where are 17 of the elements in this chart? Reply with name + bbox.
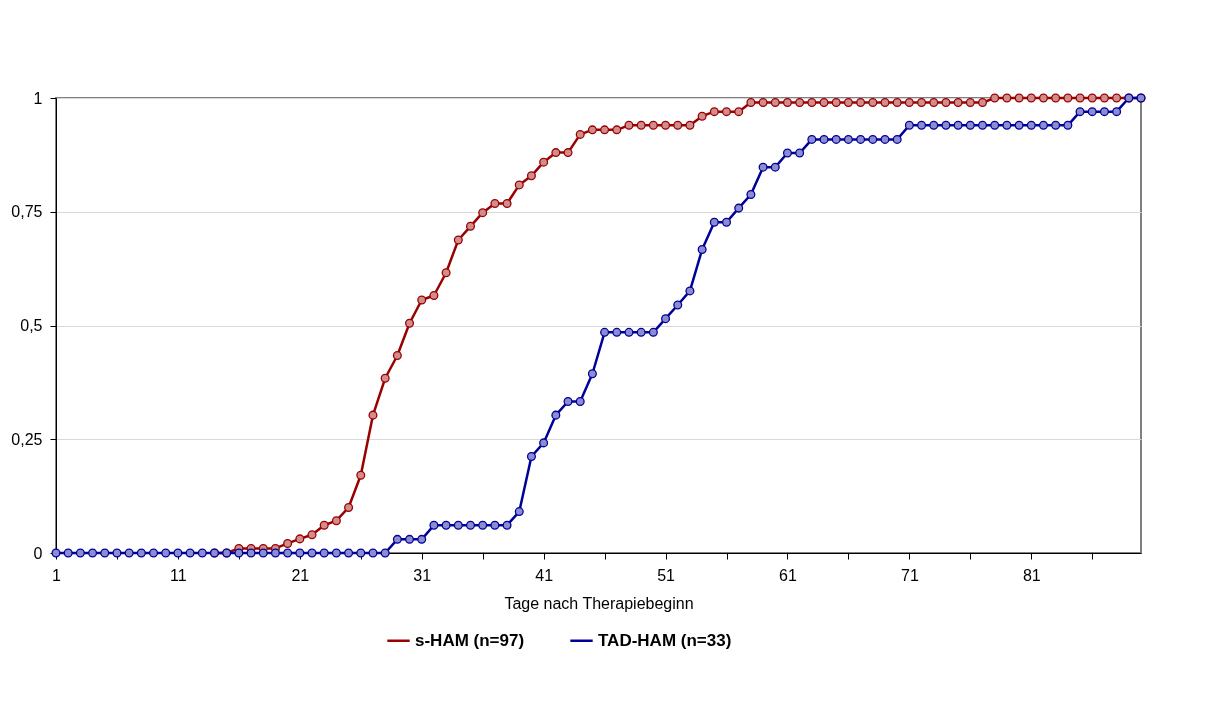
y-tick-label: 0 [33,544,43,562]
x-tick-label: 31 [413,566,432,584]
x-tick-label: 1 [52,566,62,584]
x-tick-label: 81 [1022,566,1041,584]
y-tick-label: 0,25 [11,430,43,448]
legend-label: TAD-HAM (n=33) [598,630,732,650]
y-tick-label: 0,75 [11,203,43,221]
y-tick-label: 0,5 [20,317,43,334]
x-tick-label: 41 [535,566,554,584]
x-tick-label: 21 [291,566,310,584]
x-tick-label: 11 [170,566,187,584]
x-tick-label: 51 [657,566,676,584]
x-tick-label: 61 [779,566,797,584]
y-tick-label: 1 [33,89,43,107]
x-axis-title: Tage nach Therapiebeginn [504,594,694,612]
x-tick-label: 71 [900,566,919,584]
legend-label: s-HAM (n=97) [415,630,525,650]
